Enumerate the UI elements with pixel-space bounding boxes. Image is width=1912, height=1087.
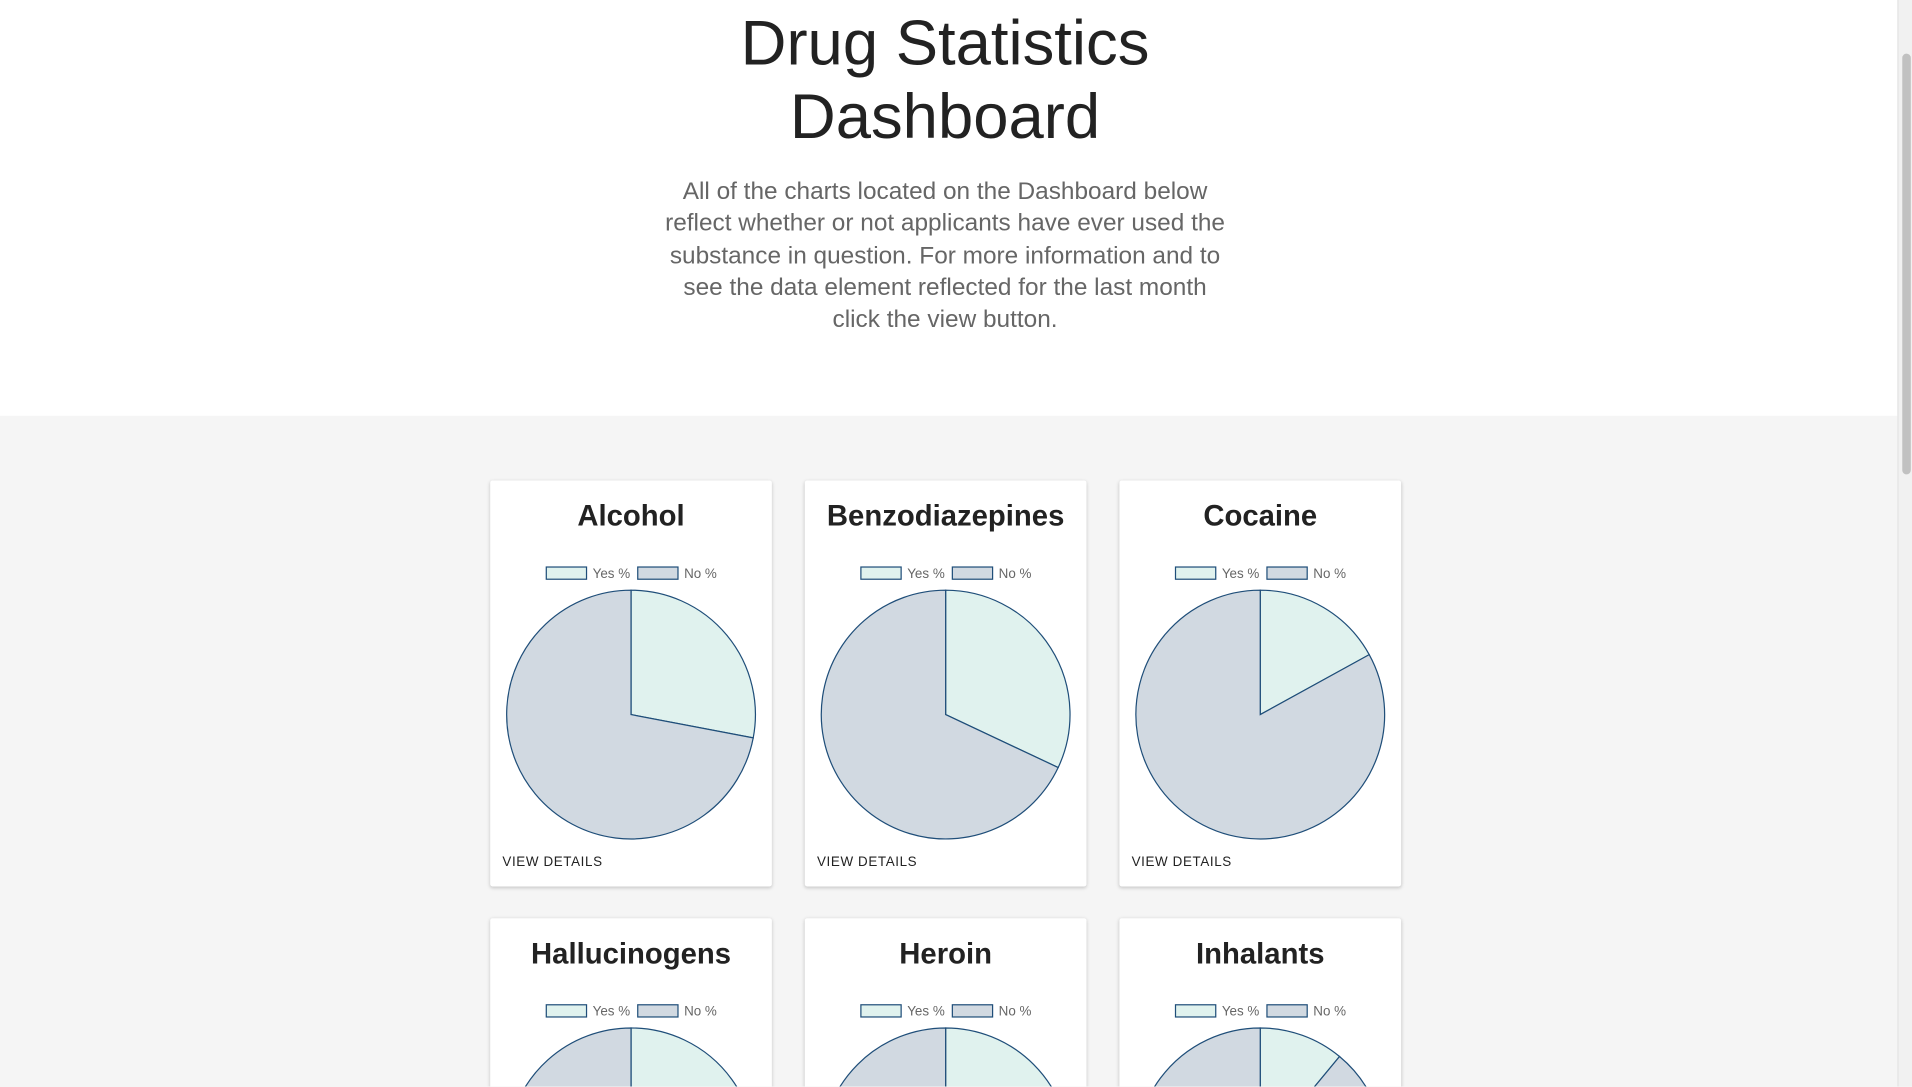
- pie-slice: [820, 589, 1059, 840]
- legend-label: Yes %: [1222, 1004, 1260, 1019]
- legend-swatch: [1266, 1004, 1308, 1018]
- pie-chart: Yes % No %: [839, 1004, 1052, 1087]
- pie-slice: [945, 589, 1071, 769]
- pie-slice: [945, 1027, 1052, 1087]
- pie-slice: [1259, 1027, 1341, 1087]
- legend-swatch: [1174, 566, 1217, 580]
- page-title: Drug Statistics Dashboard: [740, 8, 1150, 153]
- pie-slice: [1259, 589, 1371, 716]
- legend-swatch: [545, 566, 588, 580]
- card-title: Cocaine: [1203, 499, 1318, 533]
- card: Cocaine Yes % No % VIEW DETAILS: [1119, 480, 1402, 887]
- legend-label: No %: [684, 1004, 717, 1019]
- legend-swatch: [637, 566, 679, 580]
- card-title: Heroin: [899, 937, 992, 971]
- card-title: Alcohol: [577, 499, 685, 533]
- header: Drug Statistics Dashboard All of the cha…: [0, 0, 1898, 416]
- pie-slice: [630, 1027, 738, 1087]
- legend-swatch: [637, 1004, 679, 1018]
- legend-swatch: [951, 566, 994, 580]
- pie-slice: [630, 589, 756, 739]
- pie-chart: Yes % No %: [1154, 1004, 1367, 1087]
- legend-label: No %: [999, 1004, 1032, 1019]
- legend-label: No %: [1313, 1004, 1346, 1019]
- description: All of the charts located on the Dashboa…: [665, 178, 1225, 334]
- card-title: Hallucinogens: [531, 937, 732, 971]
- pie-slice: [1135, 589, 1386, 840]
- card-title: Benzodiazepines: [826, 499, 1065, 533]
- card: Benzodiazepines Yes % No % VIEW DETAILS: [804, 480, 1087, 887]
- scrollbar[interactable]: [1897, 0, 1912, 1087]
- legend-label: No %: [684, 566, 717, 581]
- pie-slice: [1154, 1027, 1367, 1087]
- pie-chart: Yes % No %: [524, 1004, 738, 1087]
- legend-label: No %: [1313, 566, 1346, 581]
- pie-chart: Yes % No %: [1135, 566, 1386, 840]
- legend-label: Yes %: [1222, 566, 1260, 581]
- pie-slice: [524, 1027, 632, 1087]
- card-title: Inhalants: [1196, 937, 1325, 971]
- legend-swatch: [860, 1004, 902, 1018]
- legend-swatch: [545, 1004, 588, 1018]
- legend-label: Yes %: [907, 1004, 945, 1019]
- legend-swatch: [951, 1004, 994, 1018]
- pie-slice: [839, 1027, 947, 1087]
- legend-label: Yes %: [907, 566, 945, 581]
- legend-label: No %: [999, 566, 1032, 581]
- view-details-button[interactable]: VIEW DETAILS: [1131, 854, 1232, 870]
- view-details-button[interactable]: VIEW DETAILS: [502, 854, 603, 870]
- legend-swatch: [1174, 1004, 1217, 1018]
- pie-slice: [506, 589, 754, 840]
- legend-label: Yes %: [593, 1004, 631, 1019]
- pie-chart: Yes % No %: [820, 566, 1071, 840]
- legend-swatch: [1266, 566, 1308, 580]
- view-details-button[interactable]: VIEW DETAILS: [816, 854, 918, 870]
- legend-label: Yes %: [593, 566, 631, 581]
- scrollbar-thumb[interactable]: [1902, 53, 1911, 475]
- card: Alcohol Yes % No % VIEW DETAILS: [490, 480, 772, 887]
- pie-chart: Yes % No %: [506, 566, 756, 840]
- legend-swatch: [860, 566, 902, 580]
